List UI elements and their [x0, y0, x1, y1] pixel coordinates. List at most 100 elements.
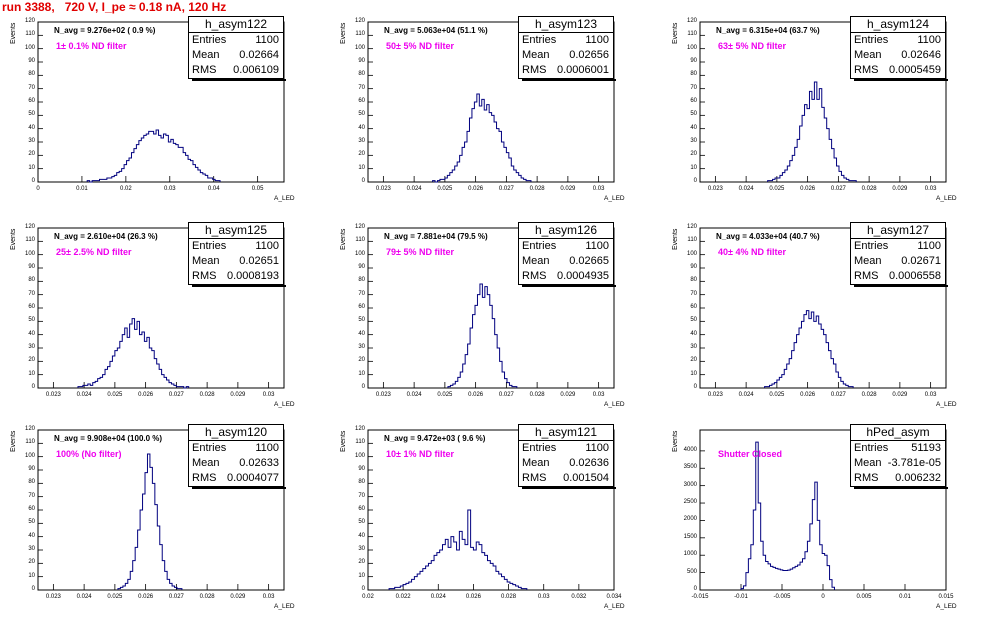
histogram-pad-h_asym123: 0 10 20 30 40 50 60 70 80 90 100 110 120 0.023 0.024 0.…	[330, 16, 660, 222]
y-tick-label: 0	[693, 384, 697, 390]
y-tick-label: 4000	[683, 446, 697, 453]
y-tick-label: 50	[28, 519, 35, 526]
y-tick-label: 0	[693, 586, 697, 592]
y-tick-label: 30	[690, 138, 697, 144]
x-tick-label: 0.01	[899, 594, 911, 600]
x-tick-label: 0.024	[406, 186, 422, 192]
x-tick-label: 0.03	[924, 186, 937, 192]
stats-rms-key: RMS	[522, 270, 547, 282]
stats-mean-key: Mean	[192, 49, 220, 61]
stats-entries-row: Entries 1100	[851, 239, 945, 254]
y-tick-label: 60	[358, 304, 365, 310]
stats-rms-row: RMS 0.006109	[189, 63, 283, 78]
x-tick-label: -0.015	[691, 594, 709, 600]
stats-entries-value: 1100	[255, 34, 279, 46]
stats-rms-value: 0.001504	[563, 472, 609, 484]
x-tick-label: 0.029	[230, 594, 246, 600]
y-tick-label: 10	[690, 164, 697, 171]
stats-rms-key: RMS	[522, 472, 547, 484]
x-tick-label: 0.024	[76, 594, 92, 600]
x-tick-label: 0.022	[395, 594, 411, 600]
x-tick-label: 0.028	[861, 392, 877, 398]
stats-entries-value: 1100	[255, 442, 279, 454]
y-tick-label: 40	[690, 330, 697, 337]
y-tick-label: 90	[690, 58, 697, 64]
histogram-svg	[699, 429, 947, 591]
x-axis-title: A_LED	[936, 603, 957, 610]
histogram-pad-h_asym122: 0 10 20 30 40 50 60 70 80 90 100 110 120 0 0.01 0.02 0.0…	[0, 16, 330, 222]
stats-entries-value: 1100	[255, 240, 279, 252]
x-tick-label: 0.029	[892, 392, 908, 398]
y-tick-label: 120	[686, 224, 697, 230]
stats-rms-row: RMS 0.006232	[851, 471, 945, 486]
stats-entries-key: Entries	[192, 442, 227, 454]
stats-rms-row: RMS 0.0006001	[519, 63, 613, 78]
y-tick-label: 40	[358, 532, 365, 539]
x-tick-label: 0.023	[375, 186, 391, 192]
histogram-series	[740, 441, 835, 590]
x-tick-label: -0.005	[773, 594, 791, 600]
stats-rms-row: RMS 0.0004935	[519, 269, 613, 284]
stats-shadow	[522, 285, 616, 287]
stats-entries-row: Entries 1100	[519, 441, 613, 456]
stats-mean-row: Mean 0.02633	[189, 456, 283, 471]
stats-entries-row: Entries 1100	[189, 441, 283, 456]
x-tick-label: 0.028	[199, 392, 215, 398]
y-tick-label: 50	[690, 111, 697, 118]
stats-entries-row: Entries 1100	[519, 239, 613, 254]
x-tick-label: 0.023	[45, 594, 61, 600]
stats-entries-key: Entries	[522, 442, 557, 454]
histogram-pad-h_asym127: 0 10 20 30 40 50 60 70 80 90 100 110 120 0.023 0.024 0.…	[662, 222, 992, 428]
x-tick-label: 0.02	[362, 594, 374, 600]
stats-entries-key: Entries	[192, 240, 227, 252]
y-tick-label: 80	[690, 71, 697, 78]
stats-rms-key: RMS	[192, 64, 217, 76]
stats-mean-value: 0.02665	[569, 255, 609, 267]
stats-mean-key: Mean	[522, 457, 550, 469]
stats-shadow	[522, 79, 616, 81]
x-axis-title: A_LED	[274, 603, 295, 610]
stats-rms-value: 0.0004077	[227, 472, 279, 484]
y-tick-label: 70	[358, 492, 365, 499]
stats-mean-key: Mean	[192, 255, 220, 267]
y-tick-label: 80	[28, 479, 35, 486]
histogram-pad-hPed_asym: 0 500 1000 1500 2000 2500 3000 3500 4000 -0.015 -0…	[662, 424, 992, 630]
filter-label: 63± 5% ND filter	[718, 41, 786, 51]
stats-rms-row: RMS 0.0006558	[851, 269, 945, 284]
stats-rms-row: RMS 0.001504	[519, 471, 613, 486]
x-tick-label: 0.028	[529, 186, 545, 192]
x-tick-label: 0.023	[707, 186, 723, 192]
stats-mean-key: Mean	[192, 457, 220, 469]
stats-box: h_asym123 Entries 1100 Mean 0.02656 RMS 0.0006…	[518, 16, 616, 81]
y-tick-label: 80	[358, 277, 365, 284]
stats-entries-row: Entries 1100	[189, 33, 283, 48]
stats-entries-row: Entries 1100	[519, 33, 613, 48]
y-tick-label: 50	[28, 111, 35, 118]
y-tick-label: 100	[354, 452, 365, 459]
x-tick-label: 0.029	[560, 392, 576, 398]
page-title: run 3388, 720 V, I_pe ≈ 0.18 nA, 120 Hz	[2, 0, 227, 14]
y-tick-label: 110	[355, 439, 365, 446]
y-tick-label: 20	[690, 357, 697, 364]
x-tick-label: 0.027	[498, 186, 514, 192]
stats-mean-value: 0.02646	[901, 49, 941, 61]
y-tick-label: 40	[28, 124, 35, 131]
y-tick-label: 90	[28, 264, 35, 270]
y-tick-label: 30	[28, 546, 35, 552]
x-tick-label: 0.028	[501, 594, 517, 600]
y-tick-label: 90	[28, 466, 35, 472]
x-tick-label: 0.023	[45, 392, 61, 398]
x-tick-label: 0.005	[856, 594, 872, 600]
x-tick-label: 0.04	[207, 186, 220, 192]
y-tick-label: 80	[358, 71, 365, 78]
y-tick-label: 100	[24, 452, 35, 459]
stats-rms-value: 0.0005459	[889, 64, 941, 76]
y-tick-label: 0	[361, 586, 365, 592]
stats-rms-key: RMS	[854, 64, 879, 76]
x-tick-label: 0.026	[138, 594, 154, 600]
stats-rms-key: RMS	[854, 270, 879, 282]
histogram-pad-h_asym126: 0 10 20 30 40 50 60 70 80 90 100 110 120 0.023 0.024 0.…	[330, 222, 660, 428]
stats-shadow	[192, 285, 286, 287]
stats-mean-key: Mean	[854, 255, 882, 267]
stats-entries-key: Entries	[522, 34, 557, 46]
